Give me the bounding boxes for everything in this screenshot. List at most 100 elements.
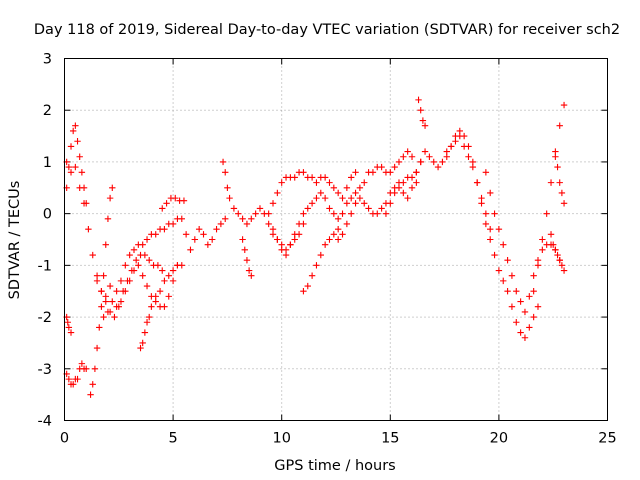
data-point	[330, 231, 338, 238]
data-point	[78, 169, 86, 176]
data-point	[93, 344, 101, 352]
data-point	[473, 179, 481, 186]
data-point	[135, 262, 142, 269]
data-point	[413, 169, 420, 176]
data-point	[213, 225, 220, 233]
data-point	[417, 107, 424, 114]
data-point	[226, 194, 233, 202]
data-point	[300, 210, 307, 217]
data-point	[239, 215, 246, 223]
series-arc-s	[382, 158, 424, 217]
data-point	[217, 220, 225, 228]
data-point	[65, 163, 73, 171]
data-point	[508, 272, 516, 279]
data-point	[430, 158, 437, 166]
data-point	[487, 225, 494, 233]
data-point	[539, 246, 546, 254]
data-point	[552, 246, 559, 254]
data-point	[387, 200, 394, 207]
series-arc-a	[63, 122, 90, 207]
data-point	[343, 220, 351, 228]
data-point	[178, 262, 185, 269]
data-point	[500, 277, 507, 285]
data-point	[378, 163, 385, 171]
data-point	[165, 293, 172, 300]
data-point	[460, 132, 468, 140]
data-point	[191, 236, 199, 243]
data-point	[102, 298, 109, 305]
data-point	[222, 169, 229, 176]
data-point	[408, 174, 416, 181]
data-point	[109, 298, 116, 305]
data-point	[521, 334, 529, 341]
data-point	[517, 329, 524, 336]
y-tick-label: 3	[43, 52, 52, 68]
data-point	[146, 256, 153, 264]
data-point	[387, 169, 394, 176]
data-point	[80, 200, 88, 207]
data-point	[282, 251, 290, 259]
data-point	[83, 365, 90, 372]
y-tick-label: 0	[43, 207, 52, 223]
data-point	[143, 236, 151, 243]
data-point	[404, 148, 411, 155]
data-point	[343, 200, 351, 207]
data-point	[243, 256, 251, 264]
data-point	[560, 101, 568, 109]
data-point	[111, 313, 118, 321]
series-arc-w	[482, 169, 563, 316]
series-arc-c	[63, 313, 75, 336]
data-point	[487, 189, 494, 197]
data-point	[113, 288, 120, 295]
data-point	[72, 163, 79, 171]
data-point	[67, 169, 75, 176]
data-point	[421, 122, 429, 129]
data-point	[146, 313, 153, 321]
data-point	[408, 184, 416, 191]
data-point	[313, 262, 320, 269]
data-point	[443, 153, 450, 160]
data-point	[560, 267, 568, 274]
data-point	[513, 288, 520, 295]
data-point	[278, 246, 285, 254]
data-point	[554, 251, 561, 259]
data-point	[495, 225, 503, 233]
data-point	[321, 174, 329, 181]
data-point	[219, 158, 227, 166]
data-point	[356, 184, 364, 191]
data-point	[378, 205, 385, 212]
series-arc-n	[265, 169, 359, 217]
data-point	[100, 313, 107, 321]
series-arc-x	[530, 101, 568, 295]
y-tick-label: -4	[38, 414, 52, 430]
data-point	[252, 210, 259, 217]
grid-lines	[64, 58, 608, 421]
x-tick-label: 10	[272, 431, 290, 447]
data-point	[308, 200, 316, 207]
data-point	[556, 256, 563, 264]
y-axis-label: SDTVAR / TECUs	[7, 181, 23, 300]
data-point	[539, 236, 546, 243]
data-point	[415, 96, 422, 104]
series-arc-o	[269, 189, 359, 259]
data-point	[558, 189, 566, 197]
data-point	[76, 153, 83, 160]
data-point	[141, 251, 149, 259]
data-point	[504, 256, 511, 264]
data-point	[161, 277, 168, 285]
data-point	[265, 220, 272, 228]
data-points	[63, 96, 568, 398]
data-point	[139, 241, 146, 248]
data-point	[334, 236, 342, 243]
series-arc-b	[63, 158, 114, 300]
x-tick-label: 25	[598, 431, 616, 447]
data-point	[200, 231, 207, 238]
data-point	[439, 158, 446, 166]
data-point	[113, 303, 120, 310]
data-point	[295, 220, 303, 228]
data-point	[352, 189, 359, 197]
data-point	[504, 288, 511, 295]
data-point	[404, 194, 411, 202]
data-point	[139, 339, 146, 347]
data-point	[550, 241, 557, 248]
